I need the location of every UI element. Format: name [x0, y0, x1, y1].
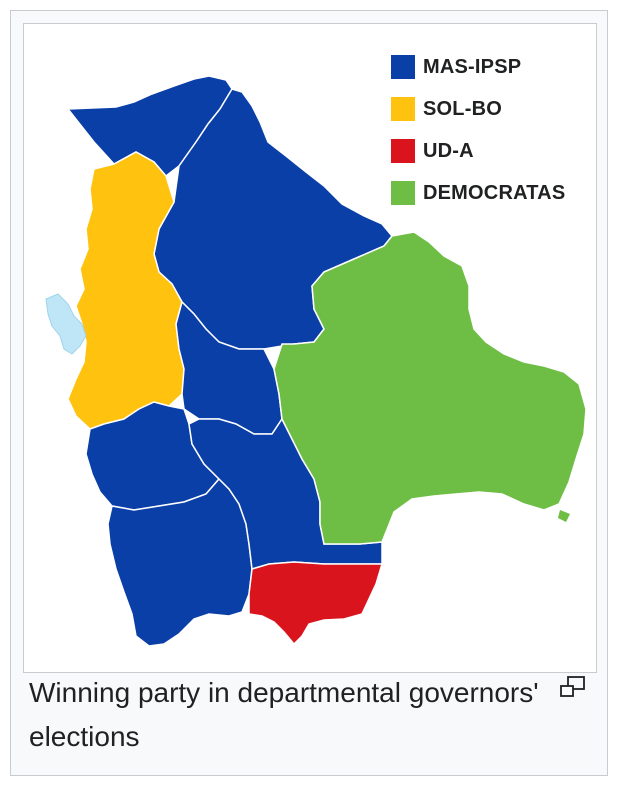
- region-santa-cruz: [273, 231, 587, 545]
- legend-swatch-sol-bo: [391, 97, 415, 121]
- legend-swatch-ud-a: [391, 139, 415, 163]
- map-image[interactable]: MAS-IPSP SOL-BO UD-A DEMOCRATAS: [23, 23, 597, 673]
- legend-label: SOL-BO: [423, 97, 502, 120]
- region-potosi: [107, 477, 253, 647]
- region-la-paz: [67, 151, 185, 430]
- legend-item-ud-a: UD-A: [391, 130, 565, 172]
- legend-label: UD-A: [423, 139, 474, 162]
- map-figure: MAS-IPSP SOL-BO UD-A DEMOCRATAS Winning …: [10, 10, 608, 776]
- legend-label: MAS-IPSP: [423, 55, 522, 78]
- legend-item-sol-bo: SOL-BO: [391, 88, 565, 130]
- legend-item-mas-ipsp: MAS-IPSP: [391, 46, 565, 88]
- legend-swatch-democratas: [391, 181, 415, 205]
- enlarge-icon[interactable]: [559, 675, 587, 699]
- legend-label: DEMOCRATAS: [423, 181, 566, 204]
- map-legend: MAS-IPSP SOL-BO UD-A DEMOCRATAS: [391, 46, 565, 214]
- region-tarija: [248, 561, 384, 646]
- bolivia-map: [45, 75, 587, 647]
- lake-titicaca: [45, 293, 87, 355]
- legend-swatch-mas-ipsp: [391, 55, 415, 79]
- region-santa-cruz-tip: [558, 510, 570, 522]
- legend-item-democratas: DEMOCRATAS: [391, 172, 565, 214]
- figure-caption: Winning party in departmental governors'…: [29, 677, 539, 752]
